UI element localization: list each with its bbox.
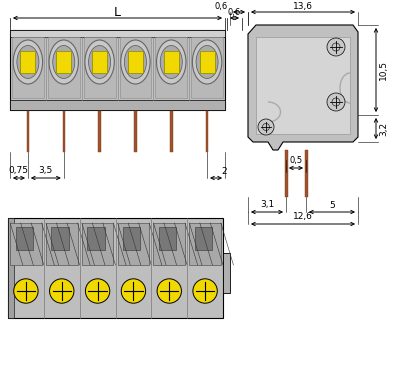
Ellipse shape: [160, 45, 182, 78]
Circle shape: [86, 279, 110, 303]
Bar: [48, 37, 80, 98]
Bar: [284, 150, 288, 197]
Ellipse shape: [196, 45, 218, 78]
Bar: [82, 223, 113, 265]
Bar: [10, 223, 42, 265]
Bar: [56, 51, 71, 73]
Bar: [8, 218, 14, 318]
Ellipse shape: [156, 40, 186, 84]
Circle shape: [157, 279, 182, 303]
Text: 5: 5: [329, 200, 335, 210]
Ellipse shape: [124, 45, 146, 78]
Bar: [123, 227, 140, 250]
Ellipse shape: [192, 40, 222, 84]
Circle shape: [193, 279, 217, 303]
Bar: [10, 30, 225, 37]
Ellipse shape: [53, 45, 75, 78]
Text: 0,6: 0,6: [228, 8, 241, 17]
Text: 0,75: 0,75: [8, 167, 28, 175]
Bar: [195, 227, 212, 250]
Bar: [223, 253, 230, 293]
Circle shape: [50, 279, 74, 303]
Polygon shape: [256, 37, 350, 134]
Bar: [27, 110, 29, 152]
Ellipse shape: [85, 40, 114, 84]
Text: 0,6: 0,6: [215, 2, 228, 10]
Bar: [128, 51, 143, 73]
Bar: [120, 37, 151, 98]
Bar: [134, 110, 137, 152]
Text: 13,6: 13,6: [293, 2, 313, 10]
Ellipse shape: [49, 40, 78, 84]
Bar: [118, 223, 149, 265]
Text: 12,6: 12,6: [293, 212, 313, 222]
Bar: [164, 51, 179, 73]
Bar: [170, 110, 172, 152]
Bar: [10, 100, 225, 110]
Ellipse shape: [17, 45, 39, 78]
Text: 3,1: 3,1: [260, 200, 274, 210]
Bar: [51, 227, 69, 250]
Bar: [189, 223, 221, 265]
Text: 2: 2: [221, 167, 227, 175]
Bar: [12, 37, 44, 98]
Text: 3,5: 3,5: [39, 167, 53, 175]
Text: 0,5: 0,5: [290, 157, 302, 166]
Circle shape: [327, 38, 345, 56]
Bar: [200, 51, 215, 73]
Circle shape: [327, 93, 345, 111]
Bar: [10, 30, 225, 110]
Bar: [155, 37, 187, 98]
Polygon shape: [248, 25, 358, 150]
Text: 10,5: 10,5: [379, 60, 388, 80]
Bar: [62, 110, 65, 152]
Circle shape: [258, 119, 274, 135]
Bar: [304, 150, 308, 197]
Text: L: L: [114, 5, 121, 18]
Ellipse shape: [88, 45, 111, 78]
Bar: [16, 227, 33, 250]
Bar: [46, 223, 78, 265]
Bar: [98, 110, 101, 152]
Bar: [87, 227, 104, 250]
Bar: [159, 227, 176, 250]
Bar: [191, 37, 223, 98]
Bar: [84, 37, 116, 98]
Bar: [20, 51, 36, 73]
Text: 3,2: 3,2: [379, 121, 388, 136]
Circle shape: [121, 279, 146, 303]
Ellipse shape: [13, 40, 43, 84]
Circle shape: [14, 279, 38, 303]
Ellipse shape: [121, 40, 150, 84]
Bar: [206, 110, 208, 152]
Bar: [154, 223, 185, 265]
Bar: [92, 51, 107, 73]
Bar: [8, 218, 223, 318]
